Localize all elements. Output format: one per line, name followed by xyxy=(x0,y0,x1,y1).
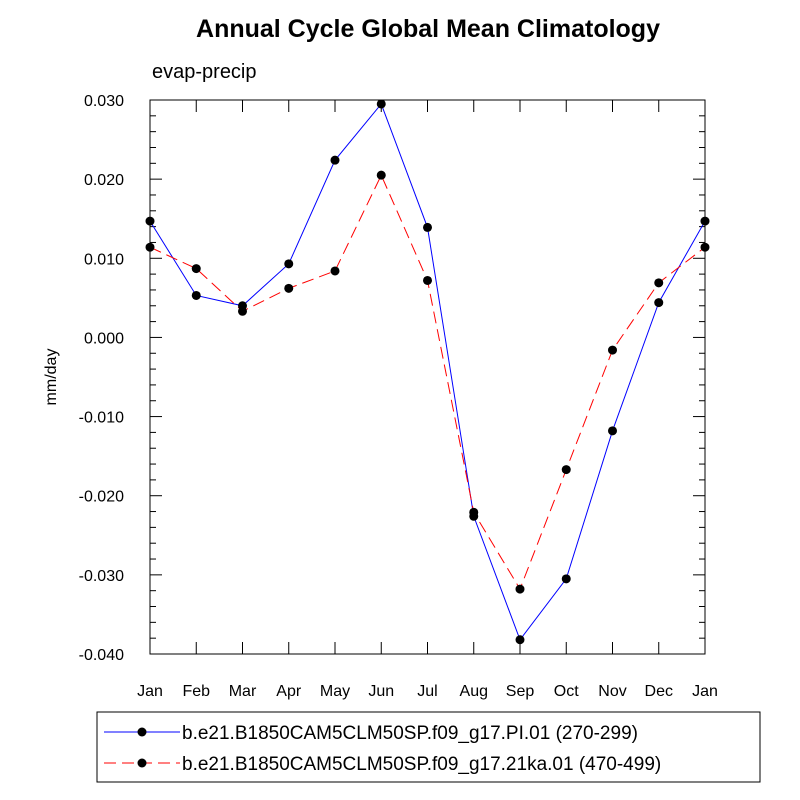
data-point-series-2 xyxy=(423,275,432,285)
x-tick-label: May xyxy=(320,683,350,700)
x-tick-label: Oct xyxy=(554,683,579,700)
legend: b.e21.B1850CAM5CLM50SP.f09_g17.PI.01 (27… xyxy=(96,711,761,783)
y-tick-label: 0.020 xyxy=(84,172,124,189)
axis-ticks: Jan Feb Mar Apr May Jun Jul Aug Sep Oct Nov Dec Jan -… xyxy=(79,93,718,700)
plot-frame xyxy=(149,99,706,655)
data-point-series-2 xyxy=(654,278,664,288)
x-tick-label: Dec xyxy=(645,683,673,700)
data-point-series-2 xyxy=(284,283,294,293)
y-tick-label: -0.010 xyxy=(79,410,124,427)
data-point-series-2 xyxy=(700,242,710,252)
series-line-1 xyxy=(149,102,706,641)
data-point-series-1 xyxy=(654,298,664,308)
x-tick-label: Feb xyxy=(182,683,210,700)
x-tick-label: Mar xyxy=(229,683,257,700)
data-point-series-2 xyxy=(238,306,247,316)
x-tick-label: Jan xyxy=(137,683,163,700)
series-line-2 xyxy=(149,173,706,591)
chart-subtitle: evap-precip xyxy=(152,61,257,83)
legend-box xyxy=(96,711,761,783)
data-point-series-1 xyxy=(608,426,617,436)
x-tick-label: Jan xyxy=(692,683,718,700)
data-point-series-1 xyxy=(515,635,525,645)
data-point-series-1 xyxy=(145,216,155,226)
data-point-series-1 xyxy=(284,259,294,269)
data-point-series-2 xyxy=(561,465,571,475)
x-tick-label: Jul xyxy=(417,683,437,700)
y-axis-label: mm/day xyxy=(43,349,60,406)
data-point-series-2 xyxy=(330,266,340,276)
data-point-series-2 xyxy=(469,507,479,517)
x-tick-label: Sep xyxy=(506,683,535,700)
chart-title: Annual Cycle Global Mean Climatology xyxy=(196,15,660,43)
legend-label-1: b.e21.B1850CAM5CLM50SP.f09_g17.PI.01 (27… xyxy=(182,723,638,744)
data-point-series-2 xyxy=(515,584,525,594)
legend-marker-1 xyxy=(137,727,147,737)
legend-label-2: b.e21.B1850CAM5CLM50SP.f09_g17.21ka.01 (… xyxy=(182,754,661,775)
data-point-series-1 xyxy=(191,290,201,300)
y-tick-label: -0.040 xyxy=(79,647,124,664)
data-point-series-2 xyxy=(191,264,201,274)
y-tick-label: 0.000 xyxy=(84,330,124,347)
data-point-series-2 xyxy=(608,345,617,355)
data-point-series-2 xyxy=(145,242,155,252)
data-point-series-1 xyxy=(330,155,340,165)
data-point-series-1 xyxy=(561,574,571,584)
data-point-series-1 xyxy=(423,222,432,232)
data-point-series-2 xyxy=(376,170,386,180)
x-tick-label: Nov xyxy=(598,683,626,700)
data-point-series-1 xyxy=(700,216,710,226)
y-tick-label: -0.020 xyxy=(79,489,124,506)
x-tick-label: Aug xyxy=(460,683,488,700)
y-tick-label: -0.030 xyxy=(79,568,124,585)
y-tick-label: 0.010 xyxy=(84,251,124,268)
series-layer xyxy=(145,99,710,645)
y-tick-label: 0.030 xyxy=(84,93,124,110)
x-tick-label: Jun xyxy=(368,683,394,700)
x-tick-label: Apr xyxy=(276,683,302,700)
legend-marker-2 xyxy=(137,758,147,768)
data-point-series-1 xyxy=(376,99,386,109)
